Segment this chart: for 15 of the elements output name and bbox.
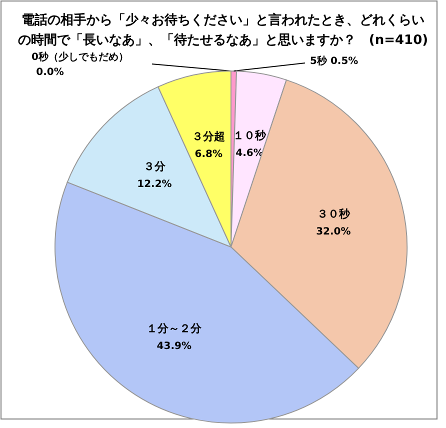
slice-label: １分～２分 [146, 322, 203, 335]
data-label: 4.6% [236, 148, 264, 160]
chart-title: 電話の相手から「少々お待ちください」と言われたとき、どれくらいの時間で「長いなあ」、「待たせるなあ」と思いますか？ (n=410) [18, 12, 428, 48]
slice-label: ３０秒 [316, 207, 351, 220]
category-label: 0秒（少しでもだめ） [32, 52, 128, 63]
data-label: 6.8% [194, 148, 222, 160]
data-label: 43.9% [156, 340, 192, 352]
slice-label: ３分 [143, 160, 166, 174]
data-label: 0.5% [330, 56, 358, 67]
data-label: 32.0% [316, 226, 351, 238]
text: 0.0% [36, 67, 64, 78]
slice-label: ３分超 [192, 130, 226, 143]
slice-label: 5秒 [310, 56, 327, 67]
slice-label: １０秒 [232, 129, 267, 142]
data-label: 12.2% [137, 179, 172, 190]
